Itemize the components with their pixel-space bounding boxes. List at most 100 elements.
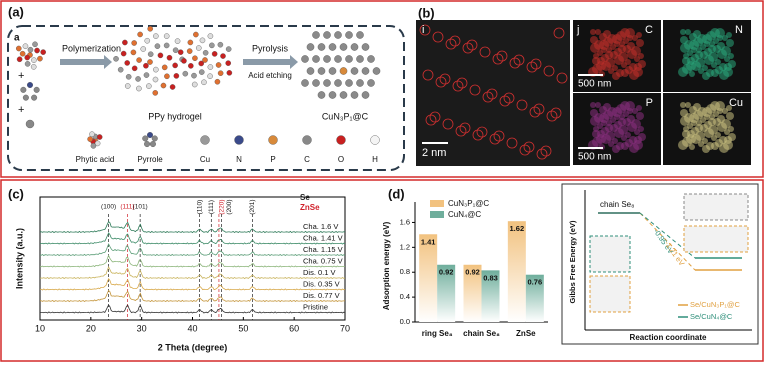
element-label: P <box>646 97 653 109</box>
atom <box>372 67 381 75</box>
atom <box>152 76 159 83</box>
atom <box>142 135 149 142</box>
atom <box>361 67 370 75</box>
atom-marker <box>530 58 542 70</box>
atom-marker <box>419 24 431 36</box>
atom <box>199 37 206 44</box>
atom <box>192 55 198 62</box>
atom <box>87 136 93 142</box>
atom-marker <box>553 27 565 39</box>
atom-marker <box>536 148 548 160</box>
x-tick-label: 30 <box>137 323 147 333</box>
panel-label: (b) <box>418 5 435 20</box>
atom <box>146 83 152 89</box>
atom <box>144 141 151 148</box>
eds-signal <box>636 112 644 120</box>
eds-signal <box>595 102 601 108</box>
eds-signal <box>599 40 609 50</box>
atom <box>147 25 154 32</box>
atom <box>225 46 232 52</box>
atom <box>160 82 167 89</box>
atom-marker <box>546 110 558 122</box>
y-tick-label: 1.6 <box>400 217 410 226</box>
atom <box>345 55 353 63</box>
eds-signal <box>599 106 607 114</box>
atom <box>317 67 326 75</box>
atom-marker <box>489 133 501 145</box>
atom-marker <box>442 118 454 130</box>
eds-signal <box>593 53 599 59</box>
eds-signal <box>597 57 605 65</box>
eds-signal <box>590 43 600 53</box>
x-tick-label: 70 <box>340 323 350 333</box>
atom-marker <box>503 92 515 104</box>
atom <box>193 31 199 38</box>
eds-signal <box>685 102 691 108</box>
atom <box>146 131 153 138</box>
atom <box>163 42 170 49</box>
atom-marker <box>529 106 541 118</box>
atom <box>122 39 128 46</box>
atom <box>153 66 159 73</box>
atom <box>31 57 37 63</box>
eds-signal <box>711 69 719 77</box>
eds-signal <box>715 28 725 38</box>
peak-label: (201) <box>249 199 256 214</box>
atom <box>19 50 26 57</box>
atom <box>173 73 180 79</box>
legend-swatch <box>430 211 444 218</box>
atom <box>339 91 348 99</box>
atom-marker <box>472 129 484 141</box>
atom <box>198 60 205 67</box>
atom <box>207 73 213 79</box>
eds-signal <box>634 63 642 71</box>
peak-label: (111) <box>120 204 134 211</box>
value-label: 0.92 <box>439 268 454 277</box>
atom <box>323 79 331 87</box>
atom-marker <box>455 125 467 137</box>
atom <box>356 55 364 63</box>
atom <box>131 40 137 46</box>
atom-marker <box>492 53 504 65</box>
atom <box>37 55 43 62</box>
atom <box>22 43 29 50</box>
eds-signal <box>599 33 607 41</box>
atom <box>306 67 315 75</box>
eds-signal <box>711 142 719 150</box>
atom <box>334 31 342 39</box>
eds-signal <box>612 145 620 153</box>
legend-label: Cu <box>200 155 210 164</box>
peak-label: (110) <box>196 200 203 215</box>
atom-marker <box>425 114 437 126</box>
eds-signal <box>680 102 686 108</box>
atom-marker <box>439 73 451 85</box>
atom <box>32 41 38 48</box>
eds-signal <box>700 51 708 59</box>
atom <box>172 62 178 69</box>
atom <box>217 70 224 76</box>
atom <box>339 67 348 75</box>
pattern-label: Dis. 0.35 V <box>303 279 340 288</box>
atom-marker <box>456 77 468 89</box>
atom <box>174 38 181 44</box>
atom <box>215 62 222 68</box>
bottom-frame <box>0 179 764 362</box>
eds-signal <box>724 136 732 144</box>
pattern-label: Cha. 1.15 V <box>303 245 343 254</box>
legend-label: Se <box>300 193 310 202</box>
legend-label: ZnSe <box>300 203 320 212</box>
eds-signal <box>599 113 609 123</box>
eds-signal <box>621 69 629 77</box>
atom <box>96 134 103 140</box>
eds-signal <box>715 101 725 111</box>
atom <box>124 60 131 66</box>
product-label: CuN₃P₁@C <box>322 111 369 121</box>
eds-signal <box>680 29 686 35</box>
top-frame <box>0 0 764 178</box>
atom <box>94 140 101 147</box>
atom-marker <box>459 122 471 134</box>
atom-marker <box>482 91 494 103</box>
eds-signal <box>685 29 691 35</box>
atom <box>147 51 154 58</box>
eds-signal <box>623 45 631 53</box>
